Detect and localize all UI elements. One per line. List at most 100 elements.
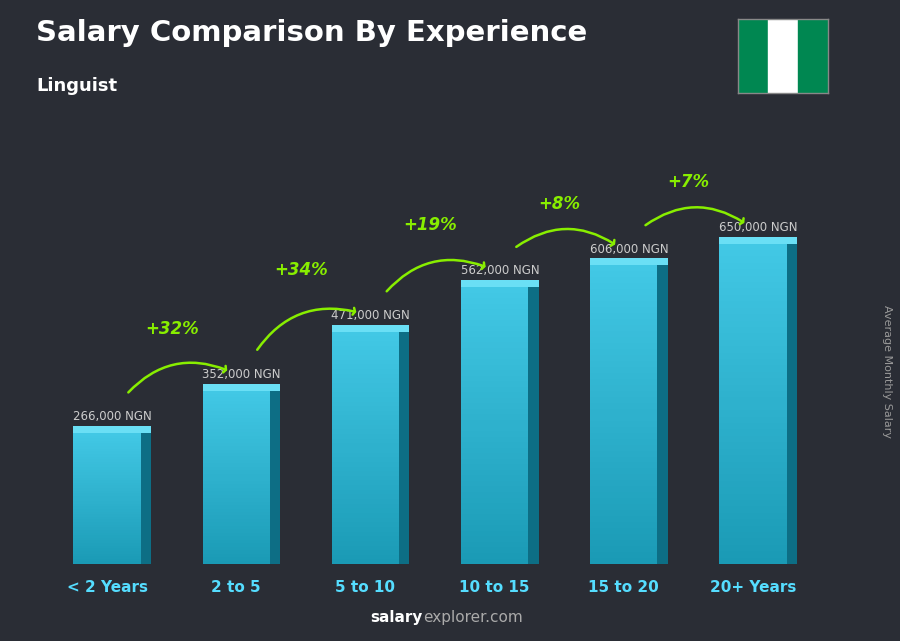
Bar	[719, 436, 787, 442]
Bar	[202, 432, 270, 436]
Bar	[658, 265, 668, 564]
Bar	[270, 390, 280, 564]
Bar	[719, 538, 787, 545]
Bar	[202, 488, 270, 491]
Bar	[332, 374, 399, 378]
Bar	[202, 425, 270, 429]
Bar	[202, 557, 270, 561]
Text: +7%: +7%	[668, 173, 709, 191]
Bar	[461, 365, 528, 370]
Bar	[202, 467, 270, 470]
Bar	[461, 359, 528, 365]
Text: +19%: +19%	[403, 217, 457, 235]
Bar	[461, 320, 528, 326]
Bar	[332, 467, 399, 471]
Bar	[74, 530, 140, 533]
Bar	[74, 494, 140, 496]
Bar	[332, 453, 399, 457]
Bar	[590, 289, 658, 295]
Bar	[590, 301, 658, 307]
Text: Average Monthly Salary: Average Monthly Salary	[881, 305, 892, 438]
Bar	[461, 315, 528, 320]
Bar	[202, 408, 270, 412]
Bar	[74, 444, 140, 446]
Bar	[590, 277, 658, 283]
Bar	[74, 540, 140, 543]
Bar	[719, 365, 787, 372]
Bar	[332, 392, 399, 397]
Bar	[202, 397, 270, 401]
Bar	[202, 474, 270, 478]
Bar	[590, 403, 658, 409]
Bar	[461, 331, 528, 337]
Bar	[719, 397, 787, 404]
Bar	[590, 546, 658, 552]
Bar	[74, 485, 140, 488]
Bar	[719, 410, 787, 417]
Bar	[332, 490, 399, 494]
Bar	[202, 429, 270, 432]
Bar	[590, 474, 658, 480]
Bar	[461, 497, 528, 503]
Bar	[74, 562, 140, 564]
Bar	[202, 401, 270, 404]
Bar	[74, 467, 140, 470]
Bar	[590, 558, 658, 564]
Bar	[590, 307, 658, 313]
Bar	[590, 415, 658, 420]
Bar	[202, 484, 270, 488]
Bar	[719, 340, 787, 346]
Bar	[332, 364, 399, 369]
Bar	[719, 429, 787, 436]
Bar	[590, 420, 658, 427]
Bar	[202, 540, 270, 544]
Bar	[590, 433, 658, 438]
Bar	[461, 337, 528, 342]
Bar	[332, 360, 399, 364]
Bar	[461, 514, 528, 520]
Bar	[74, 464, 140, 467]
Bar	[202, 383, 280, 390]
Bar	[590, 385, 658, 391]
Bar	[461, 420, 528, 426]
Bar	[590, 361, 658, 367]
Bar	[719, 308, 787, 314]
Bar	[74, 459, 140, 462]
Bar	[719, 551, 787, 558]
Bar	[74, 435, 140, 438]
Bar	[332, 411, 399, 415]
Bar	[74, 490, 140, 494]
Bar	[461, 476, 528, 481]
Bar	[719, 359, 787, 365]
Bar	[461, 415, 528, 420]
Bar	[332, 545, 399, 550]
Bar	[461, 403, 528, 409]
Bar	[461, 547, 528, 553]
Bar	[461, 298, 528, 304]
Bar	[590, 492, 658, 498]
Bar	[719, 558, 787, 564]
Bar	[74, 538, 140, 540]
Bar	[202, 508, 270, 512]
Bar	[332, 438, 399, 444]
Bar	[719, 295, 787, 301]
Bar	[590, 540, 658, 546]
Bar	[74, 535, 140, 538]
Bar	[202, 394, 270, 397]
Bar	[74, 433, 140, 435]
Text: +32%: +32%	[145, 320, 199, 338]
Bar	[590, 456, 658, 463]
Bar	[719, 385, 787, 391]
Bar	[719, 372, 787, 378]
Bar	[202, 519, 270, 522]
Bar	[140, 433, 151, 564]
Bar	[590, 463, 658, 469]
Bar	[461, 392, 528, 398]
Bar	[74, 556, 140, 559]
Bar	[461, 398, 528, 403]
Bar	[202, 419, 270, 422]
Bar	[590, 498, 658, 504]
Bar	[74, 488, 140, 490]
Bar	[74, 499, 140, 501]
Bar	[590, 516, 658, 522]
